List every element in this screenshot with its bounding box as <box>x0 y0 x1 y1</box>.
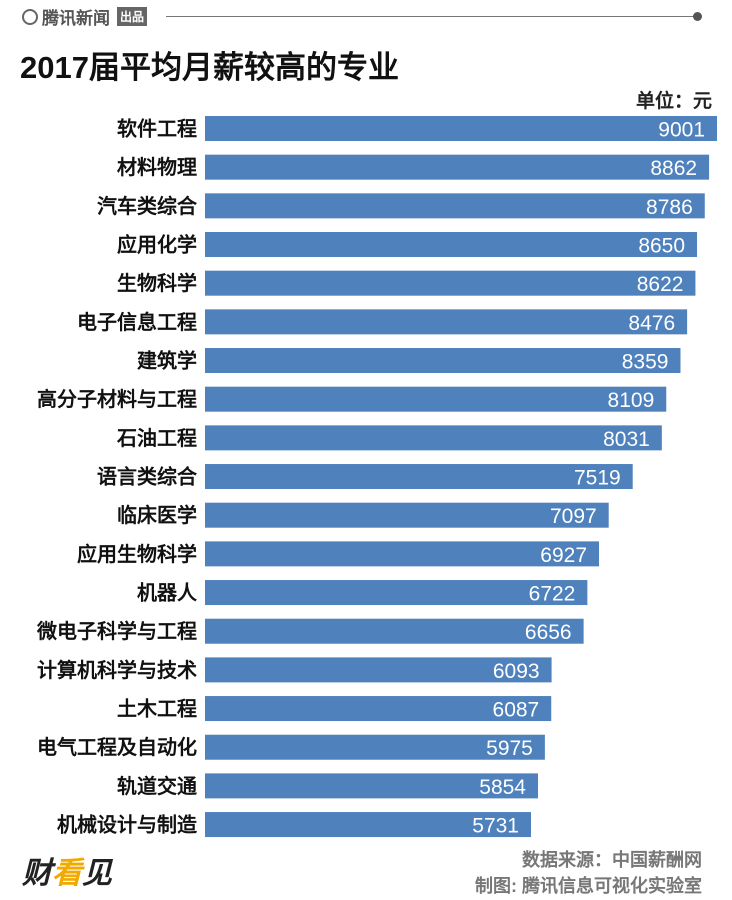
value-label: 5731 <box>472 815 519 838</box>
bar <box>205 580 588 606</box>
brand-tag: 出品 <box>117 7 148 26</box>
chart-title: 2017届平均月薪较高的专业 <box>20 50 399 85</box>
category-label: 土木工程 <box>117 697 197 721</box>
value-label: 8650 <box>638 235 685 258</box>
bar <box>205 618 584 644</box>
category-label: 高分子材料与工程 <box>37 387 197 411</box>
category-label: 汽车类综合 <box>97 194 198 218</box>
tencent-logo-icon <box>22 8 38 25</box>
bar <box>205 193 705 219</box>
category-label: 临床医学 <box>117 503 197 527</box>
value-label: 6093 <box>493 660 540 683</box>
bar <box>205 657 552 683</box>
value-label: 8622 <box>637 273 684 296</box>
category-label: 机器人 <box>137 581 198 605</box>
value-label: 7519 <box>574 467 621 490</box>
value-label: 6656 <box>525 621 572 644</box>
bar <box>205 309 688 335</box>
category-label: 建筑学 <box>137 349 197 373</box>
value-label: 5975 <box>486 737 533 760</box>
category-label: 微电子科学与工程 <box>36 619 197 643</box>
category-label: 机械设计与制造 <box>57 813 198 837</box>
brand-name: 腾讯新闻 <box>42 9 110 28</box>
bar <box>205 270 696 296</box>
value-label: 8359 <box>622 351 669 374</box>
category-label: 语言类综合 <box>97 465 198 489</box>
bar <box>205 348 681 374</box>
category-label: 生物科学 <box>117 271 197 295</box>
value-label: 8862 <box>650 157 697 180</box>
value-label: 8476 <box>628 312 675 335</box>
bar <box>205 696 552 722</box>
bar <box>205 812 531 838</box>
value-label: 7097 <box>550 505 597 528</box>
value-label: 9001 <box>658 119 705 142</box>
bar <box>205 502 609 528</box>
caikanjian-logo: 财看见 <box>22 857 112 890</box>
category-label: 应用化学 <box>117 233 197 257</box>
bar <box>205 116 717 141</box>
bar <box>205 154 710 180</box>
category-label: 应用生物科学 <box>77 542 197 566</box>
category-label: 计算机科学与技术 <box>37 658 197 682</box>
bar <box>205 464 633 490</box>
bar <box>205 425 662 451</box>
category-label: 软件工程 <box>117 117 197 141</box>
value-label: 5854 <box>479 776 526 799</box>
category-label: 材料物理 <box>117 155 197 179</box>
value-label: 8786 <box>646 196 693 219</box>
bar <box>205 773 538 799</box>
value-label: 8031 <box>603 428 650 451</box>
unit-label: 单位：元 <box>635 91 712 112</box>
value-label: 6927 <box>540 544 587 567</box>
brand-logo: 腾讯新闻 出品 <box>22 4 148 29</box>
category-label: 电子信息工程 <box>77 310 197 334</box>
header-dot <box>693 12 702 21</box>
value-label: 6087 <box>493 699 540 722</box>
bar <box>205 734 545 760</box>
header-divider <box>166 16 696 17</box>
category-label: 电气工程及自动化 <box>37 735 197 759</box>
value-label: 8109 <box>608 389 655 412</box>
bar <box>205 386 667 412</box>
category-label: 轨道交通 <box>117 774 197 798</box>
bar <box>205 232 698 258</box>
chart-credit: 制图: 腾讯信息可视化实验室 <box>475 876 702 896</box>
value-label: 6722 <box>529 583 576 606</box>
category-label: 石油工程 <box>116 426 197 450</box>
data-source: 数据来源：中国薪酬网 <box>522 850 702 870</box>
bar <box>205 541 600 567</box>
